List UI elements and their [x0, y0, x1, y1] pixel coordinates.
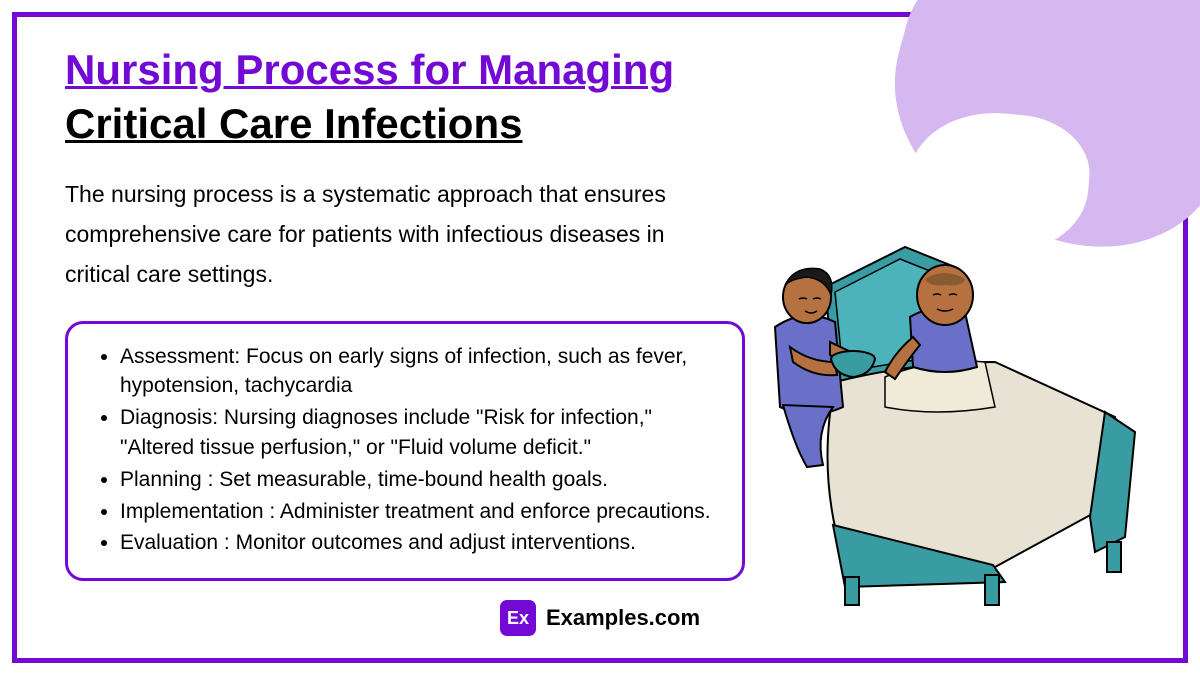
list-item: Diagnosis: Nursing diagnoses include "Ri…	[120, 403, 718, 463]
footer-brand-text: Examples.com	[546, 605, 700, 631]
footer: Ex Examples.com	[17, 600, 1183, 636]
main-frame: Nursing Process for Managing Critical Ca…	[12, 12, 1188, 663]
list-item: Implementation : Administer treatment an…	[120, 497, 718, 527]
bullet-list: Assessment: Focus on early signs of infe…	[96, 342, 718, 559]
bullet-list-box: Assessment: Focus on early signs of infe…	[65, 321, 745, 582]
logo-badge: Ex	[500, 600, 536, 636]
list-item: Assessment: Focus on early signs of infe…	[120, 342, 718, 402]
intro-paragraph: The nursing process is a systematic appr…	[65, 174, 705, 295]
title-line-2: Critical Care Infections	[65, 99, 1135, 149]
nurse-patient-illustration	[735, 207, 1155, 607]
list-item: Planning : Set measurable, time-bound he…	[120, 465, 718, 495]
logo-badge-text: Ex	[507, 608, 529, 629]
list-item: Evaluation : Monitor outcomes and adjust…	[120, 528, 718, 558]
title-line-1: Nursing Process for Managing	[65, 45, 1135, 95]
